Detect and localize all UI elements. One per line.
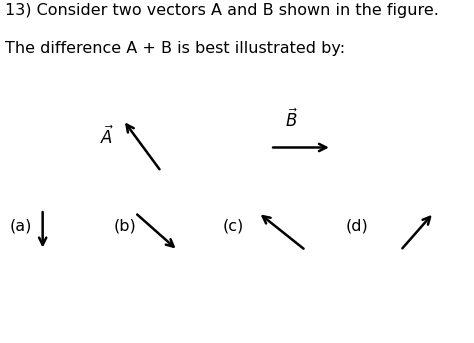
Text: 13) Consider two vectors A and B shown in the figure.: 13) Consider two vectors A and B shown i… <box>5 3 438 19</box>
Text: (d): (d) <box>346 219 369 234</box>
Text: (b): (b) <box>114 219 137 234</box>
Text: The difference A + B is best illustrated by:: The difference A + B is best illustrated… <box>5 41 345 56</box>
Text: (a): (a) <box>9 219 32 234</box>
Text: (c): (c) <box>223 219 244 234</box>
Text: $\vec{B}$: $\vec{B}$ <box>285 109 298 131</box>
Text: $\vec{A}$: $\vec{A}$ <box>100 126 114 149</box>
